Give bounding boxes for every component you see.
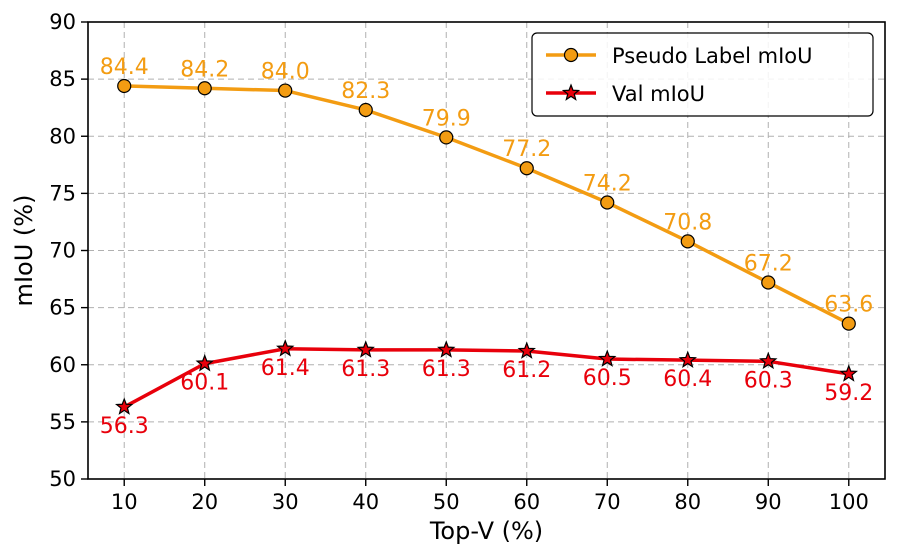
series-line — [123, 347, 850, 409]
y-tick-label: 50 — [49, 467, 76, 491]
legend-item: Val mIoU — [546, 82, 705, 106]
x-tick-label: 20 — [191, 490, 218, 514]
data-label: 70.8 — [663, 210, 712, 235]
y-axis-label: mIoU (%) — [10, 195, 38, 307]
data-label: 60.4 — [663, 367, 712, 392]
data-label: 77.2 — [502, 137, 551, 162]
data-point — [678, 350, 697, 369]
x-axis-ticks: 10 20 30 40 50 60 70 80 90 100 — [111, 479, 869, 514]
legend-label: Pseudo Label mIoU — [612, 44, 813, 68]
data-point — [839, 364, 858, 382]
legend: Pseudo Label mIoU Val mIoU — [531, 32, 874, 117]
y-tick-label: 70 — [49, 239, 76, 263]
y-tick-label: 55 — [49, 410, 76, 434]
data-point — [680, 234, 695, 249]
data-label: 63.6 — [824, 293, 873, 318]
x-tick-label: 40 — [352, 490, 379, 514]
x-tick-label: 50 — [433, 490, 460, 514]
x-tick-label: 60 — [513, 490, 540, 514]
data-label: 60.5 — [583, 366, 632, 391]
y-tick-label: 60 — [49, 353, 76, 377]
data-label: 84.4 — [100, 55, 149, 80]
data-label: 79.9 — [422, 106, 471, 131]
y-tick-label: 75 — [49, 181, 76, 205]
data-label: 74.2 — [583, 172, 632, 197]
data-label: 61.3 — [341, 357, 390, 382]
data-point — [195, 353, 214, 372]
data-point — [517, 341, 536, 359]
data-label: 84.0 — [261, 60, 310, 85]
y-axis-ticks: 50 55 60 65 70 75 80 85 90 — [49, 10, 88, 491]
data-label: 61.3 — [422, 357, 471, 382]
data-point — [358, 102, 373, 118]
data-point — [115, 397, 134, 415]
data-point — [197, 81, 212, 96]
data-label: 67.2 — [744, 251, 793, 276]
x-tick-label: 80 — [674, 490, 701, 514]
legend-item: Pseudo Label mIoU — [546, 44, 813, 68]
y-tick-label: 65 — [49, 296, 76, 320]
x-tick-label: 70 — [594, 490, 621, 514]
series-line — [124, 84, 850, 326]
data-label: 61.4 — [261, 356, 310, 381]
x-tick-label: 10 — [111, 490, 138, 514]
x-tick-label: 30 — [272, 490, 299, 514]
data-point — [439, 130, 454, 145]
x-axis-label: Top-V (%) — [429, 517, 543, 545]
series-0 — [117, 78, 856, 331]
y-tick-label: 90 — [49, 10, 76, 34]
legend-box — [531, 32, 874, 117]
data-label: 61.2 — [502, 358, 551, 383]
data-point — [759, 351, 778, 370]
data-label: 56.3 — [100, 414, 149, 439]
legend-label: Val mIoU — [612, 82, 705, 106]
data-point — [600, 195, 615, 210]
series-layer — [115, 78, 858, 415]
series-1 — [115, 339, 858, 415]
data-label: 84.2 — [180, 57, 229, 82]
legend-marker — [563, 47, 579, 63]
data-point — [117, 78, 132, 94]
data-label: 82.3 — [341, 79, 390, 104]
legend-marker — [561, 83, 581, 101]
data-point — [841, 316, 856, 331]
data-labels: 84.4 84.2 84.0 82.3 79.9 77.2 74.2 70.8 67.2 63.6… — [100, 55, 874, 439]
data-point — [519, 161, 534, 176]
data-label: 60.3 — [744, 368, 793, 393]
data-label: 59.2 — [824, 381, 873, 406]
data-point — [276, 339, 295, 357]
data-point — [356, 340, 375, 358]
y-tick-label: 80 — [49, 124, 76, 148]
y-tick-label: 85 — [49, 67, 76, 91]
data-point — [437, 340, 456, 358]
x-tick-label: 100 — [829, 490, 869, 514]
data-point — [761, 275, 776, 290]
data-point — [278, 83, 293, 98]
data-point — [598, 349, 617, 367]
x-tick-label: 90 — [755, 490, 782, 514]
data-label: 60.1 — [180, 371, 229, 396]
